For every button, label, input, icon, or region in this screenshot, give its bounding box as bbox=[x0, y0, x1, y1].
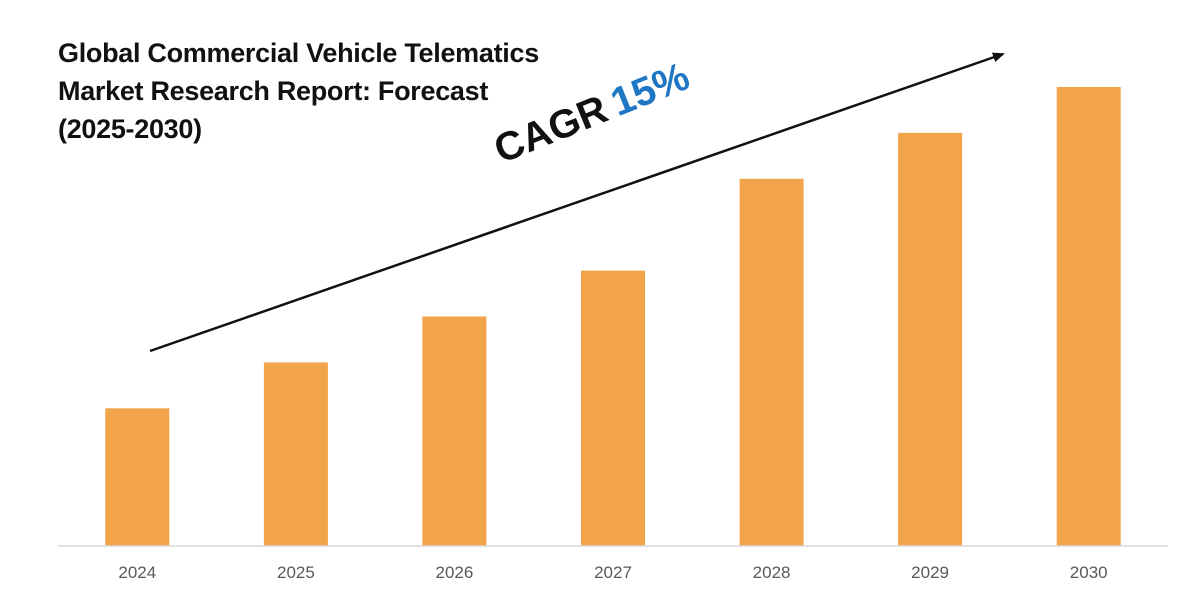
chart-title: Global Commercial Vehicle Telematics Mar… bbox=[58, 34, 618, 148]
bar-2030 bbox=[1056, 87, 1121, 546]
cagr-trend-arrow bbox=[149, 52, 1005, 353]
chart-title-line-3: (2025-2030) bbox=[58, 114, 202, 144]
chart-title-line-1: Global Commercial Vehicle Telematics bbox=[58, 38, 539, 68]
bar-2029 bbox=[898, 132, 963, 546]
x-tick-label-2024: 2024 bbox=[118, 563, 156, 582]
bar-2028 bbox=[739, 178, 804, 547]
x-axis-tick-labels: 2024 2025 2026 2027 2028 2029 2030 bbox=[118, 563, 1107, 582]
bar-2025 bbox=[263, 362, 328, 546]
x-tick-label-2029: 2029 bbox=[911, 563, 949, 582]
bar-2027 bbox=[581, 270, 645, 546]
x-tick-label-2028: 2028 bbox=[753, 563, 791, 582]
x-tick-label-2027: 2027 bbox=[594, 563, 632, 582]
x-tick-label-2025: 2025 bbox=[277, 563, 315, 582]
x-tick-label-2030: 2030 bbox=[1070, 563, 1108, 582]
chart-title-line-2: Market Research Report: Forecast bbox=[58, 76, 489, 106]
x-tick-label-2026: 2026 bbox=[435, 563, 473, 582]
bar-series bbox=[105, 87, 1121, 547]
bar-2024 bbox=[105, 408, 170, 546]
bar-2026 bbox=[422, 316, 487, 546]
